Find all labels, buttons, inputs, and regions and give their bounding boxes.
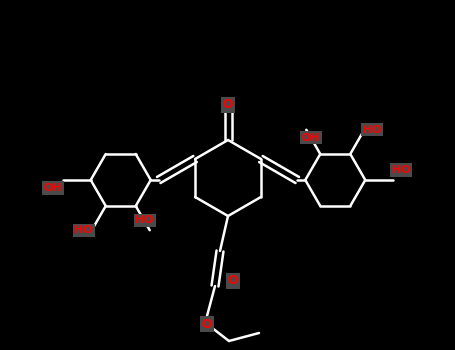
Text: O: O <box>228 274 238 287</box>
Text: OH: OH <box>43 183 62 193</box>
Text: OH: OH <box>302 133 321 143</box>
Text: HO: HO <box>392 165 410 175</box>
Text: HO: HO <box>136 215 154 225</box>
Text: HO: HO <box>363 125 382 135</box>
Text: HO: HO <box>75 225 93 235</box>
Text: O: O <box>222 98 233 112</box>
Text: O: O <box>202 317 212 330</box>
